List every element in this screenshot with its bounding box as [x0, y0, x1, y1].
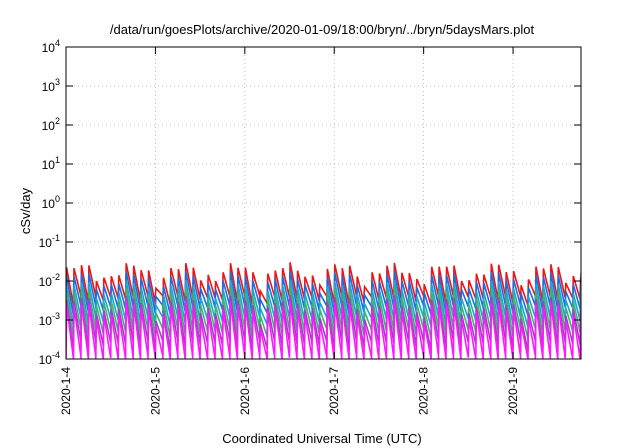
- y-tick-label: 104: [42, 38, 60, 55]
- y-tick-label: 101: [42, 155, 60, 172]
- data-series: [66, 262, 581, 359]
- x-tick-label: 2020-1-9: [506, 367, 520, 415]
- x-tick-label: 2020-1-7: [327, 367, 341, 415]
- chart-title: /data/run/goesPlots/archive/2020-01-09/1…: [110, 22, 535, 37]
- y-tick-label: 103: [42, 77, 60, 94]
- y-tick-label: 10-4: [39, 350, 60, 367]
- y-axis-label: cSv/day: [18, 187, 33, 234]
- y-tick-label: 102: [42, 116, 60, 133]
- x-tick-label: 2020-1-4: [59, 367, 73, 415]
- plot-frame: [65, 46, 582, 360]
- x-axis-label: Coordinated Universal Time (UTC): [222, 431, 421, 446]
- y-tick-label: 10-3: [39, 311, 60, 328]
- x-tick-label: 2020-1-5: [148, 367, 162, 415]
- y-tick-label: 10-2: [39, 272, 60, 289]
- x-tick-label: 2020-1-8: [417, 367, 431, 415]
- y-tick-label: 10-1: [39, 233, 60, 250]
- x-tick-label: 2020-1-6: [238, 367, 252, 415]
- axis-ticks: 10-4 10-3 10-2 10-1 100 101 102 103 104 2020-1-4 2…: [39, 38, 581, 415]
- y-tick-label: 100: [42, 194, 60, 211]
